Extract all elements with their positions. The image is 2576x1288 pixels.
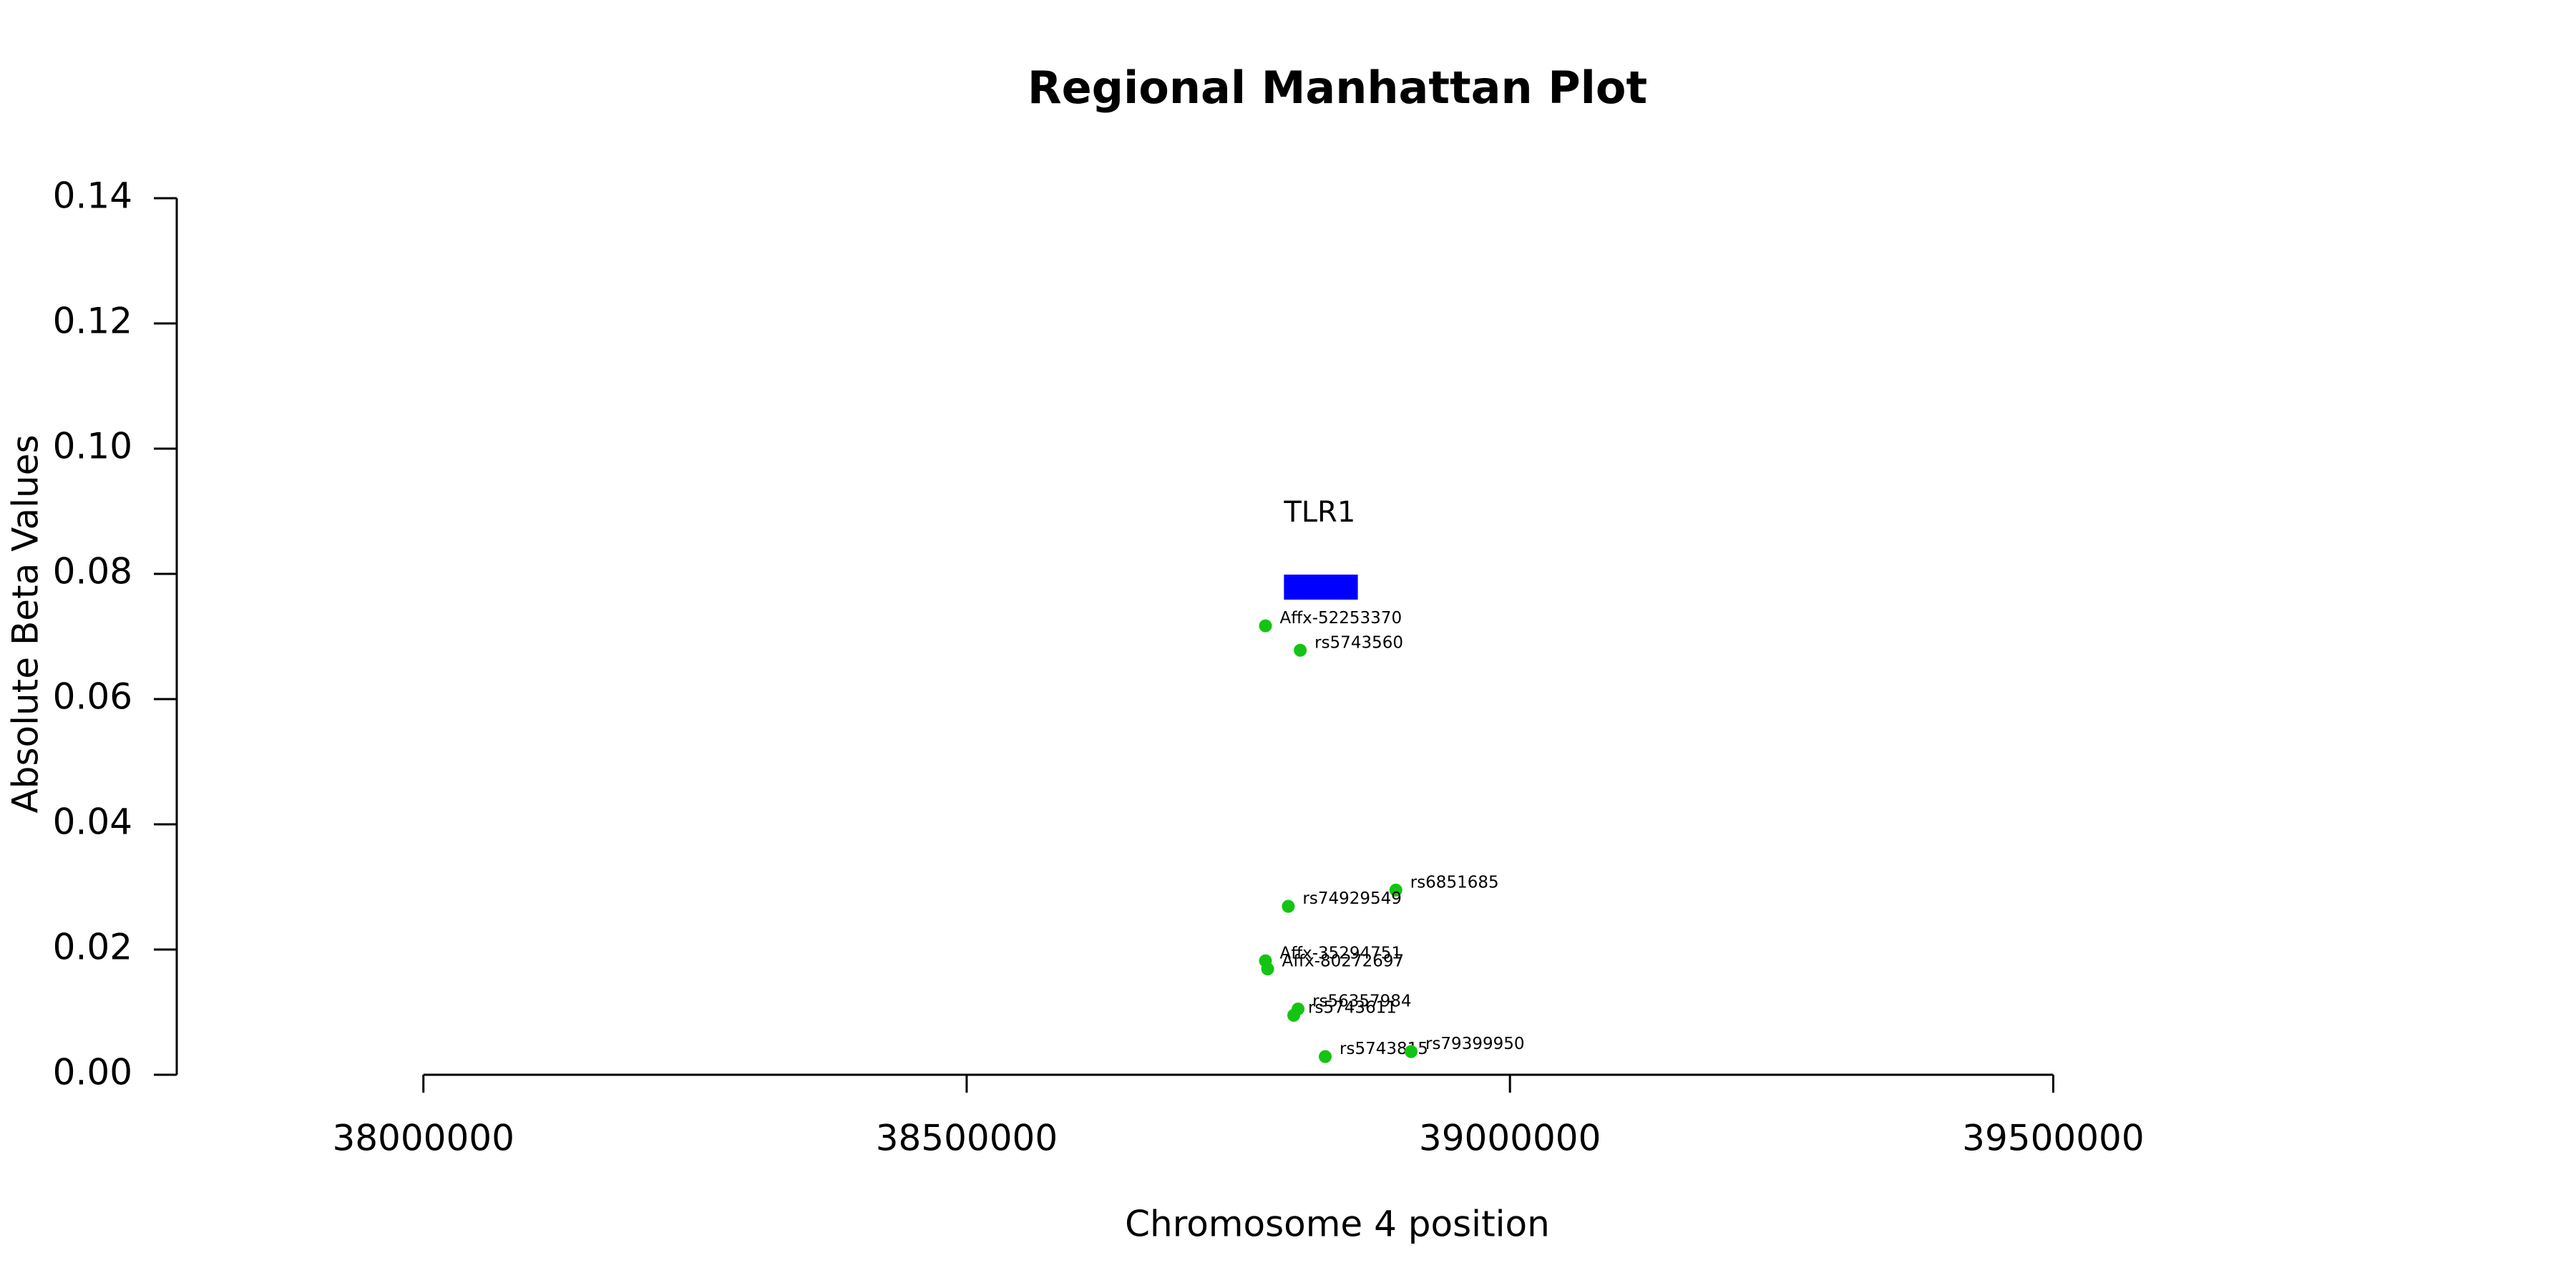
point-label: rs79399950 bbox=[1425, 1035, 1525, 1053]
point-label: rs6851685 bbox=[1410, 873, 1499, 892]
y-tick-label: 0.14 bbox=[53, 175, 132, 217]
x-tick-label: 38000000 bbox=[332, 1118, 514, 1159]
point-label: rs5743611 bbox=[1308, 998, 1397, 1017]
point bbox=[1319, 1050, 1332, 1063]
point-label: Affx-80272697 bbox=[1282, 952, 1405, 971]
point bbox=[1282, 899, 1295, 913]
x-axis-label: Chromosome 4 position bbox=[1125, 1204, 1550, 1245]
point bbox=[1404, 1045, 1418, 1058]
y-tick-label: 0.00 bbox=[53, 1052, 132, 1093]
point-label: rs5743560 bbox=[1314, 633, 1403, 652]
point bbox=[1259, 619, 1272, 633]
y-tick-label: 0.06 bbox=[53, 676, 132, 718]
point-label: rs56357984 bbox=[1312, 992, 1412, 1011]
y-tick-label: 0.08 bbox=[53, 551, 132, 592]
y-tick-label: 0.12 bbox=[53, 301, 132, 342]
y-tick-label: 0.04 bbox=[53, 801, 132, 843]
y-tick-label: 0.10 bbox=[53, 426, 132, 467]
gene-bar bbox=[1284, 575, 1358, 600]
point bbox=[1261, 962, 1274, 976]
point bbox=[1287, 1008, 1301, 1022]
y-axis-label: Absolute Beta Values bbox=[5, 435, 47, 814]
point-label: Affx-52253370 bbox=[1280, 609, 1402, 628]
x-tick-label: 38500000 bbox=[876, 1118, 1058, 1159]
x-tick-label: 39000000 bbox=[1419, 1118, 1601, 1159]
point bbox=[1389, 883, 1402, 897]
point-label: rs74929549 bbox=[1302, 889, 1402, 908]
point-label: Affx-35294751 bbox=[1280, 944, 1402, 962]
x-tick-label: 39500000 bbox=[1962, 1118, 2145, 1159]
chart-title: Regional Manhattan Plot bbox=[1028, 62, 1647, 114]
point bbox=[1294, 643, 1307, 657]
y-tick-label: 0.02 bbox=[53, 927, 132, 968]
gene-label: TLR1 bbox=[1283, 496, 1355, 529]
